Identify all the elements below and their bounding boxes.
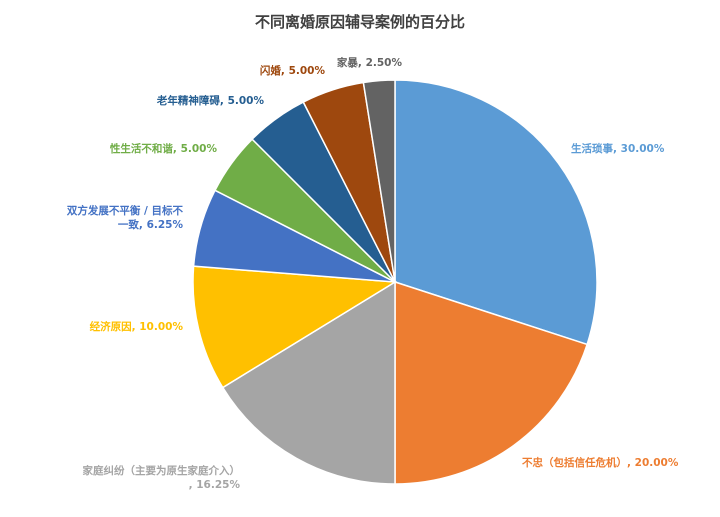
slice-data-label: 双方发展不平衡 / 目标不一致, 6.25%: [66, 204, 184, 231]
pie-slice: [362, 79, 396, 283]
slice-data-label: 不忠（包括信任危机）, 20.00%: [522, 456, 679, 469]
slice-data-label: 老年精神障碍, 5.00%: [156, 94, 265, 107]
pie-slice: [394, 79, 598, 346]
pie-slice: [192, 265, 398, 389]
pie-slice: [394, 280, 589, 485]
slice-data-label: 家庭纠纷（主要为原生家庭介入）, 16.25%: [83, 464, 241, 491]
slice-data-label: 经济原因, 10.00%: [90, 320, 184, 333]
slice-data-label: 家暴, 2.50%: [337, 56, 403, 69]
chart-title: 不同离婚原因辅导案例的百分比: [254, 13, 465, 31]
slice-data-label: 生活琐事, 30.00%: [571, 142, 665, 155]
slice-data-label: 闪婚, 5.00%: [260, 64, 326, 77]
pie-slice: [221, 280, 396, 485]
slice-data-label: 性生活不和谐, 5.00%: [110, 142, 218, 155]
